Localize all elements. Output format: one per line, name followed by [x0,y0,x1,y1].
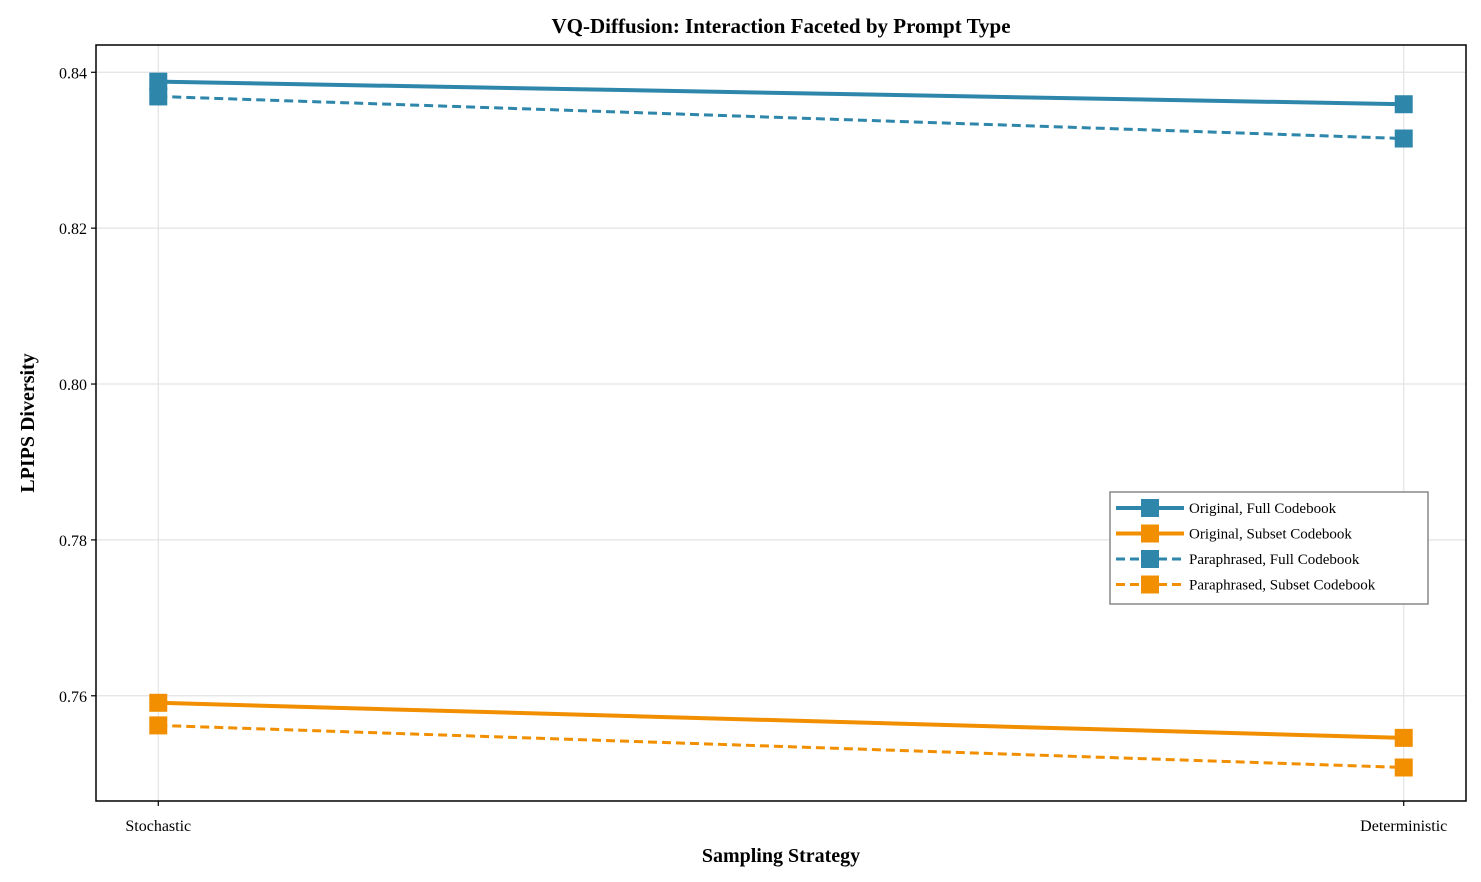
data-point-marker [149,716,168,735]
y-tick-label: 0.78 [59,533,87,550]
series-line [158,700,1404,740]
y-tick-label: 0.76 [59,689,87,706]
data-point-marker [149,693,168,712]
y-axis-label: LPIPS Diversity [17,353,39,492]
series-line [158,723,1404,769]
data-point-marker [149,87,168,106]
legend-label: Original, Full Codebook [1189,501,1337,517]
x-tick-label: Stochastic [125,818,191,835]
y-tick-label: 0.80 [59,377,87,394]
series-line [158,79,1404,107]
series-line [158,94,1404,141]
data-point-marker [1394,758,1413,777]
x-axis-label: Sampling Strategy [702,845,860,867]
chart-title: VQ-Diffusion: Interaction Faceted by Pro… [551,14,1010,38]
legend-marker [1141,575,1159,594]
legend-label: Paraphrased, Full Codebook [1189,552,1360,568]
data-point-marker [149,72,168,91]
grid [96,45,1466,801]
legend-marker [1141,524,1159,543]
ticks: 0.76 0.78 0.80 0.82 0.84 Stochastic Determinis… [59,65,1447,835]
data-point-marker [1394,129,1413,148]
legend: Original, Full Codebook Original, Subset … [1109,491,1429,605]
legend-marker [1141,550,1159,568]
data-point-marker [1394,728,1413,747]
y-tick-label: 0.84 [59,65,87,82]
plot-frame [95,44,1467,802]
legend-marker [1141,499,1159,517]
y-tick-label: 0.82 [59,221,87,238]
data-point-marker [1394,95,1413,114]
legend-label: Original, Subset Codebook [1189,527,1352,543]
legend-label: Paraphrased, Subset Codebook [1189,578,1376,594]
x-tick-label: Deterministic [1360,818,1447,835]
series-group [149,72,1413,777]
